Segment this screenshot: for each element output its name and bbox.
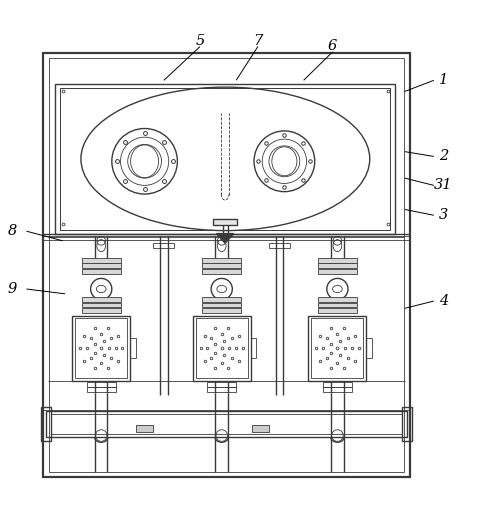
Bar	[130, 338, 136, 358]
Bar	[318, 308, 357, 313]
Text: 2: 2	[439, 150, 448, 163]
Text: 5: 5	[195, 34, 205, 48]
Bar	[323, 382, 352, 387]
Text: 6: 6	[328, 39, 337, 53]
Bar	[49, 58, 404, 472]
Bar	[252, 425, 269, 432]
Bar	[213, 219, 237, 225]
Bar	[43, 236, 410, 410]
Bar	[82, 264, 120, 268]
Bar	[269, 243, 290, 248]
Bar	[82, 297, 120, 301]
Bar	[323, 387, 352, 392]
Bar	[60, 88, 390, 230]
Bar	[87, 387, 116, 392]
Bar	[202, 258, 241, 262]
Text: 8: 8	[7, 224, 17, 238]
Bar	[41, 407, 51, 441]
Bar	[46, 411, 407, 437]
Bar	[366, 338, 372, 358]
Bar	[202, 269, 241, 274]
Bar	[402, 407, 412, 441]
Text: 4: 4	[439, 294, 448, 308]
Bar	[207, 387, 236, 392]
Bar	[75, 318, 127, 377]
Bar	[318, 264, 357, 268]
Bar	[251, 338, 256, 358]
Bar	[153, 243, 174, 248]
Bar	[82, 308, 120, 313]
Text: 1: 1	[439, 74, 448, 87]
Text: 31: 31	[434, 178, 453, 192]
Bar	[318, 258, 357, 262]
Bar	[55, 84, 395, 234]
Bar	[202, 297, 241, 301]
Bar	[308, 316, 366, 381]
Polygon shape	[216, 234, 234, 243]
Bar	[318, 269, 357, 274]
Text: 7: 7	[253, 34, 263, 48]
Bar	[196, 318, 248, 377]
Text: 9: 9	[7, 282, 17, 296]
Bar	[136, 425, 153, 432]
Bar	[202, 264, 241, 268]
Bar	[82, 258, 120, 262]
Text: 3: 3	[439, 208, 448, 222]
Bar	[82, 269, 120, 274]
Bar	[82, 302, 120, 307]
Bar	[193, 316, 251, 381]
Bar	[87, 382, 116, 387]
Bar	[318, 302, 357, 307]
Bar	[318, 297, 357, 301]
Bar	[207, 382, 236, 387]
Bar	[202, 302, 241, 307]
Bar	[51, 414, 402, 434]
Bar	[72, 316, 130, 381]
Bar	[311, 318, 363, 377]
Bar	[43, 53, 410, 477]
Bar	[202, 308, 241, 313]
